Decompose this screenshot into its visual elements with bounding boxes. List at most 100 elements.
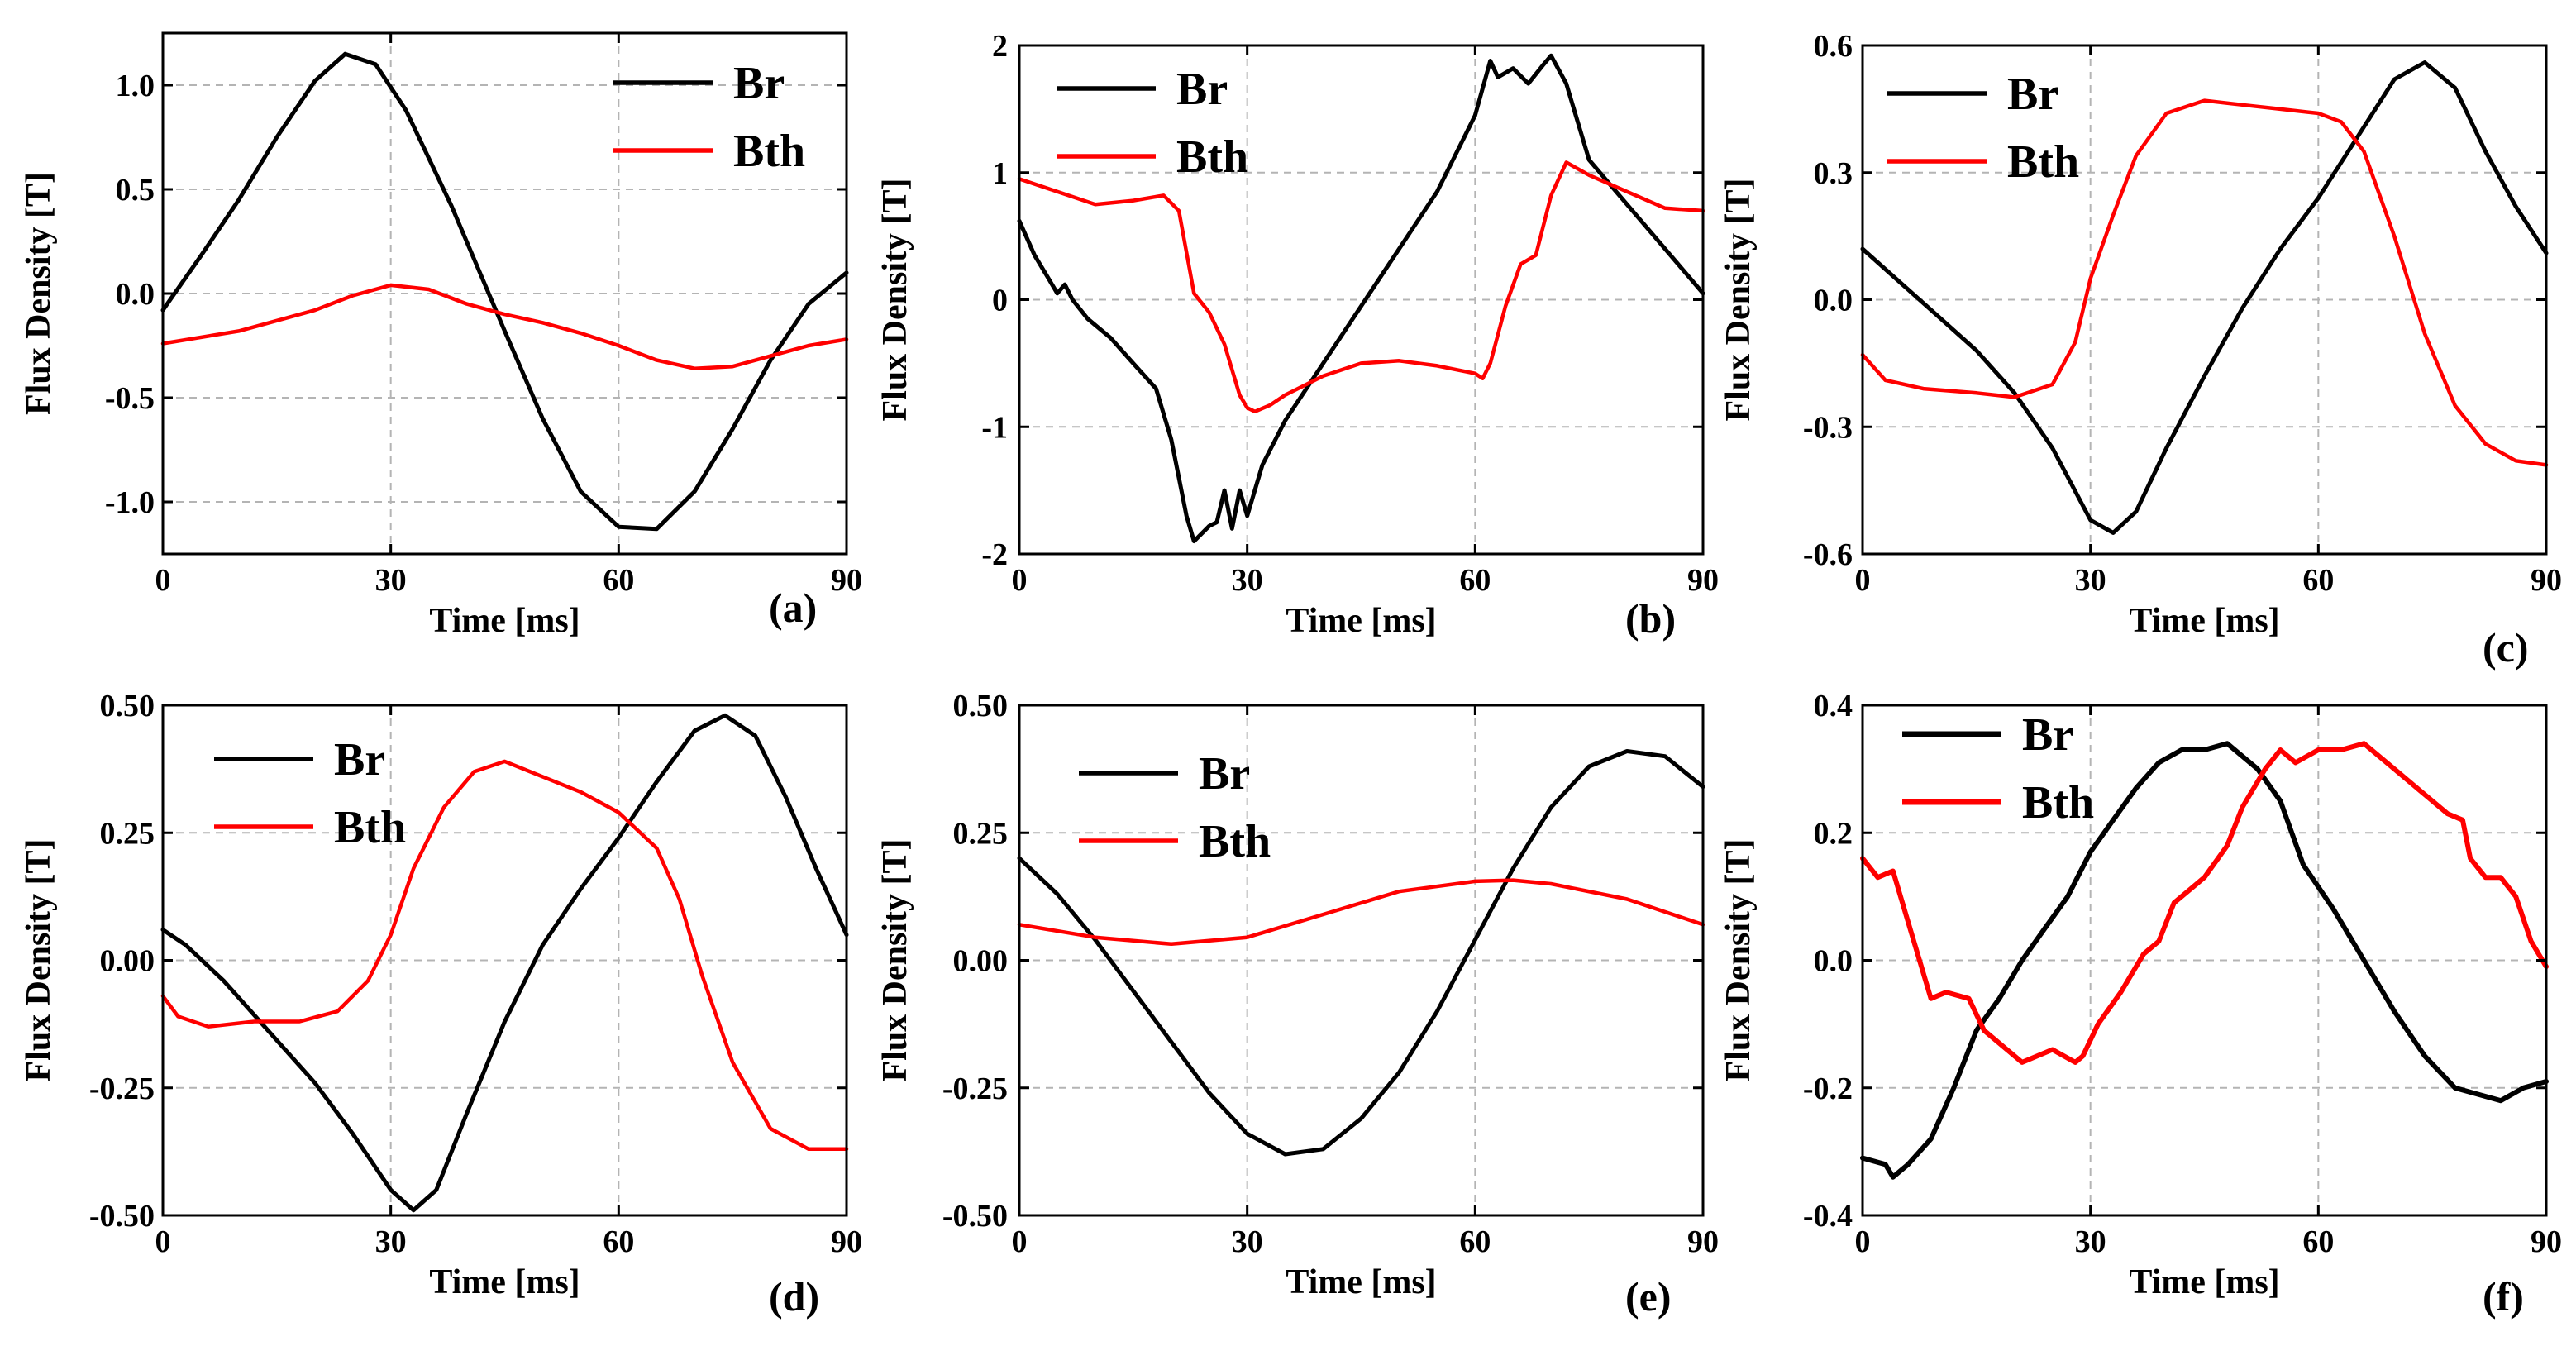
x-tick-label: 0 (1012, 563, 1028, 598)
series-line-br (1860, 741, 2549, 1180)
legend-label-br: Br (733, 58, 785, 109)
x-axis-label: Time [ms] (2129, 602, 2279, 640)
y-tick-label: 1 (992, 156, 1008, 191)
series-line-bth (1860, 741, 2549, 1065)
y-tick-label: -0.25 (89, 1072, 155, 1106)
x-tick-label: 30 (375, 563, 407, 598)
x-axis-label: Time [ms] (1286, 1263, 1436, 1301)
x-tick-label: 30 (375, 1224, 407, 1259)
legend-label-br: Br (2022, 709, 2073, 761)
legend: Br Bth (1902, 709, 2094, 828)
x-tick-label: 60 (603, 1224, 634, 1259)
y-tick-label: 0.2 (1814, 816, 1853, 851)
y-tick-label: -2 (981, 537, 1008, 572)
y-tick-label: -0.2 (1803, 1072, 1853, 1106)
panel-2: 0 30 60 90 -2 -1 0 1 2 Time [ms] Flux Density [T] B… (876, 29, 1719, 642)
panel-label: (d) (769, 1273, 819, 1320)
y-tick-label: 0.00 (953, 944, 1009, 979)
y-tick-label: 0.6 (1814, 29, 1853, 64)
x-tick-label: 0 (155, 1224, 171, 1259)
legend-label-bth: Bth (1199, 816, 1271, 867)
legend: Br Bth (214, 734, 406, 853)
legend: Br Bth (1079, 748, 1271, 867)
y-axis-label: Flux Density [T] (876, 179, 914, 422)
x-tick-label: 60 (2302, 1224, 2334, 1259)
series-line-br (1017, 749, 1705, 1157)
legend-label-br: Br (1199, 748, 1250, 799)
x-tick-label: 90 (2531, 1224, 2562, 1259)
x-tick-label: 90 (831, 563, 862, 598)
y-tick-label: 0 (992, 284, 1008, 318)
y-tick-label: 0.50 (953, 689, 1009, 723)
x-tick-label: 90 (2531, 563, 2562, 598)
plot-frame (1861, 704, 2548, 1217)
y-axis-label: Flux Density [T] (1720, 839, 1758, 1082)
legend-label-bth: Bth (1176, 131, 1248, 183)
series-line-bth (160, 759, 849, 1152)
y-tick-label: 0.0 (116, 277, 155, 312)
x-tick-label: 60 (603, 563, 634, 598)
series-line-br (160, 713, 849, 1213)
plot-frame (1018, 704, 1705, 1217)
y-tick-label: -1 (981, 410, 1008, 445)
plot-frame (1861, 44, 2548, 556)
y-tick-label: 0.4 (1814, 689, 1853, 723)
y-tick-label: 0.0 (1814, 944, 1853, 979)
x-axis-label: Time [ms] (2129, 1263, 2279, 1301)
x-tick-label: 90 (1687, 563, 1719, 598)
y-tick-label: 1.0 (116, 69, 155, 103)
panel-1: 0 30 60 90 -1.0 -0.5 0.0 0.5 1.0 Time [ms] Flux De… (20, 31, 862, 640)
series-line-br (1860, 60, 2549, 535)
x-axis-label: Time [ms] (429, 1263, 580, 1301)
panel-4: 0 30 60 90 -0.50 -0.25 0.00 0.25 0.50 Time [ms] Fl… (20, 689, 862, 1320)
x-tick-label: 60 (1459, 1224, 1491, 1259)
x-tick-label: 0 (155, 563, 171, 598)
plot-frame (161, 704, 848, 1217)
y-tick-label: -0.4 (1803, 1199, 1853, 1234)
x-tick-label: 0 (1855, 1224, 1871, 1259)
x-tick-label: 30 (1232, 563, 1263, 598)
legend-label-bth: Bth (2007, 136, 2079, 188)
legend-label-bth: Bth (733, 126, 805, 177)
y-axis-label: Flux Density [T] (20, 172, 58, 415)
panel-label: (e) (1625, 1273, 1672, 1320)
legend-label-bth: Bth (334, 802, 406, 853)
legend-label-br: Br (2007, 69, 2058, 120)
y-tick-label: 0.5 (116, 173, 155, 208)
series-line-bth (1860, 98, 2549, 467)
y-tick-label: 0.3 (1814, 156, 1853, 191)
legend-label-br: Br (334, 734, 385, 785)
series-line-bth (1017, 160, 1705, 414)
x-tick-label: 60 (2302, 563, 2334, 598)
series-line-br (160, 51, 849, 532)
panel-5: 0 30 60 90 -0.50 -0.25 0.00 0.25 0.50 Time [ms] Fl… (876, 689, 1719, 1320)
y-tick-label: -1.0 (105, 485, 155, 520)
x-tick-label: 30 (1232, 1224, 1263, 1259)
y-tick-label: 0.0 (1814, 284, 1853, 318)
legend-label-bth: Bth (2022, 777, 2094, 828)
y-axis-label: Flux Density [T] (1720, 179, 1758, 422)
x-tick-label: 0 (1012, 1224, 1028, 1259)
x-tick-label: 0 (1855, 563, 1871, 598)
panel-label: (f) (2483, 1273, 2524, 1320)
y-tick-label: -0.6 (1803, 537, 1853, 572)
legend: Br Bth (1057, 64, 1248, 183)
series-line-br (1017, 53, 1705, 544)
legend-label-br: Br (1176, 64, 1228, 115)
y-tick-label: -0.50 (942, 1199, 1008, 1234)
y-tick-label: 0.50 (100, 689, 155, 723)
plot-frame (1018, 44, 1705, 556)
panel-3: 0 30 60 90 -0.6 -0.3 0.0 0.3 0.6 Time [ms] Flux De… (1720, 29, 2562, 671)
x-tick-label: 60 (1459, 563, 1491, 598)
x-axis-label: Time [ms] (429, 602, 580, 640)
y-tick-label: -0.3 (1803, 410, 1853, 445)
y-tick-label: 0.25 (100, 816, 155, 851)
plot-frame (161, 31, 848, 556)
panel-label: (c) (2483, 624, 2529, 671)
x-tick-label: 30 (2075, 1224, 2106, 1259)
legend: Br Bth (613, 58, 805, 177)
panel-label: (a) (769, 585, 817, 631)
x-tick-label: 30 (2075, 563, 2106, 598)
y-tick-label: 0.00 (100, 944, 155, 979)
